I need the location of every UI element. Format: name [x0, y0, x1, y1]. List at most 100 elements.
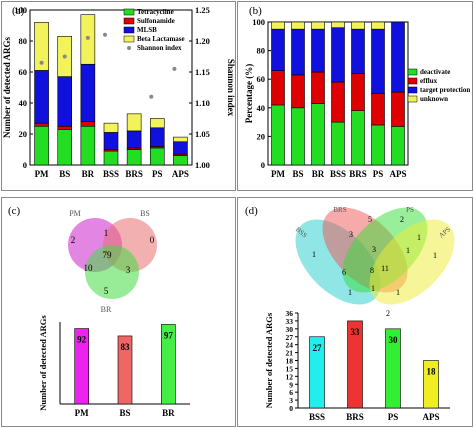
bar-segment-a — [34, 70, 49, 124]
legend-label-b: efflux — [420, 77, 438, 85]
ylabel-d: Number of detected ARGs — [264, 312, 274, 408]
venn-region-count-c: 2 — [71, 235, 76, 245]
shannon-point-a — [172, 66, 177, 71]
venn-region-count-d: 5 — [368, 215, 372, 224]
venn-region-count-d: 2 — [386, 309, 390, 318]
venn-set-label-d: PS — [406, 206, 414, 214]
bar-segment-b — [331, 27, 345, 83]
bar-segment-a — [173, 155, 188, 166]
bar-segment-b — [351, 73, 365, 111]
bar-segment-a — [126, 113, 142, 132]
bar-segment-a — [57, 125, 73, 130]
xtick-label-d: BSS — [309, 412, 325, 422]
ytick-label-d: 21 — [286, 349, 294, 358]
bar-value-label-c: 92 — [77, 335, 87, 345]
bar-value-label-c: 97 — [164, 330, 174, 340]
bar-segment-b — [331, 121, 345, 166]
ytick-label-b: 0 — [261, 160, 265, 170]
y2tick-label-a: 1.10 — [195, 98, 210, 108]
legend-label-a: Sulfonamide — [137, 17, 175, 25]
panel-b-label: (b) — [249, 5, 262, 17]
legend-label-b: deactivate — [420, 68, 450, 76]
venn-region-count-c: 3 — [126, 265, 131, 275]
ytick-label-d: 12 — [286, 372, 294, 381]
ytick-label-a: 0 — [23, 160, 27, 170]
bar-segment-a — [173, 136, 188, 143]
shannon-point-a — [149, 94, 154, 99]
venn-region-count-d: 1 — [312, 250, 316, 259]
xtick-label-a: BR — [82, 169, 95, 179]
bar-segment-b — [271, 70, 285, 106]
bar-d — [347, 320, 363, 409]
ytick-label-d: 15 — [286, 364, 294, 373]
bar-segment-a — [149, 127, 165, 147]
bar-segment-b — [311, 103, 325, 166]
ytick-label-a: 20 — [19, 129, 28, 139]
ytick-label-b: 100 — [252, 17, 265, 27]
ytick-label-b: 80 — [257, 46, 266, 56]
bar-c — [117, 335, 133, 405]
venn-region-count-d: 1 — [417, 233, 421, 242]
bar-segment-a — [103, 150, 119, 166]
xtick-label-a: BSS — [103, 169, 119, 179]
bar-segment-b — [371, 124, 385, 166]
venn-region-count-c: 10 — [84, 263, 94, 273]
bar-segment-b — [371, 28, 385, 94]
bar-segment-b — [351, 110, 365, 166]
venn-region-count-c: 0 — [150, 235, 155, 245]
venn-set-label-c: BS — [140, 209, 150, 218]
bar-segment-a — [34, 125, 49, 166]
legend-label-b: unknown — [420, 95, 448, 103]
bar-segment-b — [311, 21, 325, 30]
ytick-label-d: 30 — [286, 325, 294, 334]
xtick-label-d: BRS — [346, 412, 364, 422]
ytick-label-a: 40 — [19, 98, 28, 108]
bar-segment-b — [331, 21, 345, 29]
panel-d-label: (d) — [245, 205, 258, 217]
bar-segment-b — [331, 81, 345, 123]
ytick-label-d: 0 — [289, 404, 293, 413]
venn-region-count-d: 1 — [348, 288, 352, 297]
ytick-label-d: 18 — [286, 357, 294, 366]
y2label-a: Shannon index — [226, 59, 236, 117]
y2tick-label-a: 1.25 — [195, 5, 210, 15]
bar-c — [161, 324, 176, 405]
xtick-label-a: BS — [59, 169, 70, 179]
bar-segment-a — [80, 121, 96, 127]
bar-value-label-d: 33 — [351, 327, 361, 337]
bar-segment-a — [149, 118, 165, 129]
ytick-label-b: 60 — [257, 74, 266, 84]
bar-segment-b — [271, 21, 285, 30]
xtick-label-b: PM — [271, 169, 285, 179]
bar-segment-b — [291, 74, 305, 109]
xtick-label-b: BRS — [349, 169, 367, 179]
legend-label-a: Tetracycline — [137, 8, 174, 16]
bar-segment-b — [311, 28, 325, 73]
venn-region-count-d: 6 — [342, 268, 346, 277]
venn-region-count-d: 1 — [406, 246, 410, 255]
bar-value-label-d: 27 — [313, 343, 323, 353]
venn-region-count-d: 1 — [433, 251, 437, 260]
xtick-label-d: PS — [388, 412, 399, 422]
ytick-label-b: 40 — [257, 103, 266, 113]
y2tick-label-a: 1.00 — [195, 160, 210, 170]
legend-swatch-b — [407, 86, 418, 94]
venn-region-count-d: 8 — [370, 266, 374, 275]
ytick-label-a: 60 — [19, 67, 28, 77]
legend-swatch-shannon-a — [127, 46, 131, 50]
bar-d — [423, 360, 439, 409]
ytick-label-d: 6 — [289, 388, 293, 397]
legend-swatch-b — [407, 95, 418, 103]
ytick-label-d: 24 — [286, 341, 294, 350]
xtick-label-a: PS — [152, 169, 163, 179]
bar-segment-a — [34, 122, 49, 127]
ylabel-c: Number of detected ARGs — [38, 315, 48, 411]
venn-region-count-d: 1 — [371, 284, 375, 293]
ytick-label-d: 3 — [289, 396, 293, 405]
bar-segment-b — [271, 28, 285, 71]
xtick-label-a: PM — [35, 169, 49, 179]
xtick-label-a: APS — [172, 169, 189, 179]
venn-region-count-d: 1 — [396, 288, 400, 297]
bar-segment-b — [311, 71, 325, 104]
